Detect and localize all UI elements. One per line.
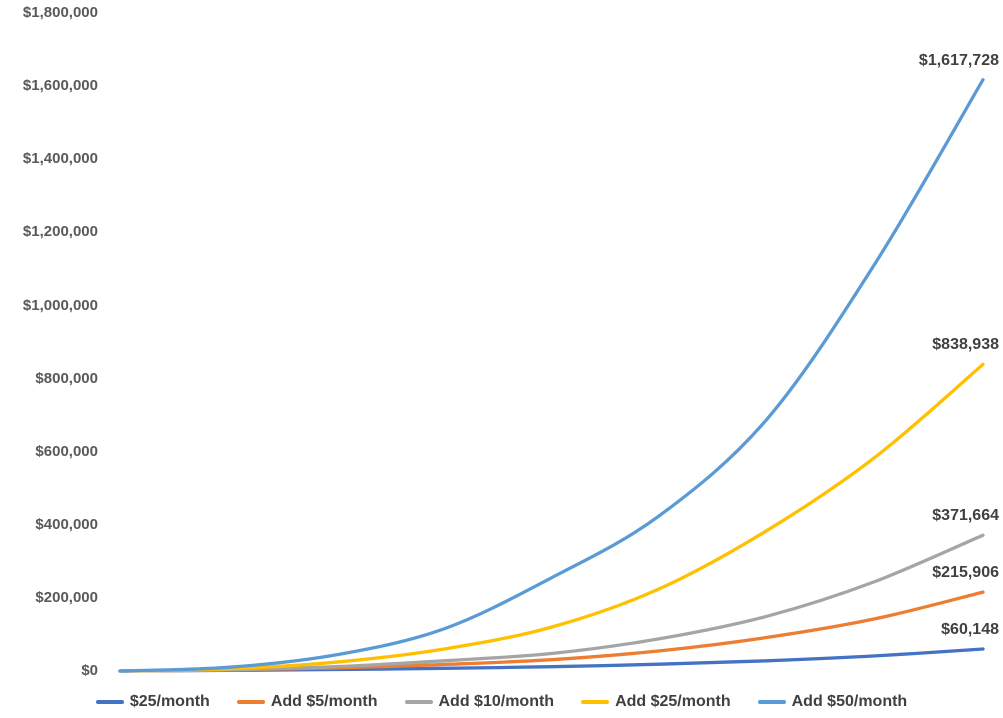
- y-axis-tick-label-8: $1,600,000: [22, 77, 98, 95]
- y-axis-tick-label-7: $1,400,000: [22, 150, 98, 168]
- series-line-add-10-month: [118, 533, 985, 673]
- data-label-add-50-month: $1,617,728: [918, 51, 999, 69]
- data-label-add-10-month: $371,664: [932, 507, 999, 525]
- y-axis-tick-label-3: $600,000: [35, 442, 98, 460]
- legend-line-swatch-add-10-month: [404, 700, 433, 704]
- legend-item-add-25-month: Add $25/month: [581, 693, 731, 711]
- legend: $25/month Add $5/month Add $10/month Add $2…: [0, 693, 1003, 711]
- legend-label: $25/month: [129, 693, 210, 710]
- legend-label: Add $5/month: [270, 693, 378, 710]
- y-axis-tick-label-0: $0: [81, 662, 98, 679]
- legend-label: Add $50/month: [791, 693, 908, 710]
- legend-label: Add $25/month: [615, 693, 731, 710]
- y-axis-tick-label-1: $200,000: [35, 588, 98, 606]
- series-line-add-50-month: [118, 78, 985, 673]
- data-label-add-25-month: $838,938: [932, 336, 999, 354]
- legend-item-add-5-month: Add $5/month: [236, 693, 378, 711]
- y-axis-tick-label-9: $1,800,000: [22, 4, 98, 22]
- legend-line-swatch-25-month: [95, 700, 124, 704]
- y-axis-tick-label-2: $400,000: [35, 515, 98, 533]
- data-label-add-5-month: $215,906: [932, 564, 999, 582]
- y-axis-tick-label-4: $800,000: [35, 369, 98, 387]
- legend-line-swatch-add-5-month: [236, 700, 265, 704]
- y-axis-tick-label-6: $1,200,000: [22, 223, 98, 241]
- legend-item-add-10-month: Add $10/month: [404, 693, 555, 711]
- series-line-add-5-month: [118, 590, 985, 673]
- y-axis-tick-label-5: $1,000,000: [22, 296, 98, 314]
- data-label-25-month: $60,148: [941, 621, 999, 639]
- legend-label: Add $10/month: [438, 693, 555, 710]
- legend-line-swatch-add-50-month: [757, 700, 786, 704]
- legend-line-swatch-add-25-month: [581, 700, 610, 704]
- legend-item-add-50-month: Add $50/month: [757, 693, 908, 711]
- legend-item-25-month: $25/month: [95, 693, 210, 711]
- series-line-add-25-month: [118, 362, 985, 673]
